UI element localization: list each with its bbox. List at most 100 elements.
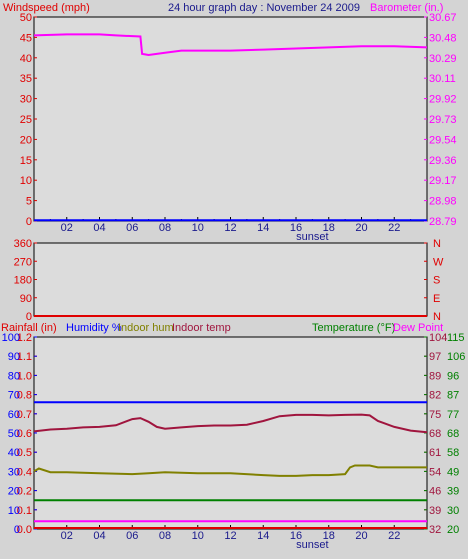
barometer-tick: 28.79 bbox=[429, 216, 457, 228]
temperature-tick: 97 bbox=[429, 351, 441, 363]
windspeed-tick: 0 bbox=[26, 216, 32, 228]
temperature-tick: 104 bbox=[429, 332, 447, 344]
humidity-tick: 40 bbox=[8, 447, 20, 459]
temperature-tick: 68 bbox=[429, 428, 441, 440]
x-tick-label: 18 bbox=[323, 530, 335, 542]
plot-area-2 bbox=[33, 242, 428, 317]
temperature-tick: 46 bbox=[429, 486, 441, 498]
x-tick-label: 14 bbox=[257, 530, 269, 542]
barometer-tick: 29.17 bbox=[429, 175, 457, 187]
barometer-tick: 30.48 bbox=[429, 32, 457, 44]
rainfall-tick: 0.8 bbox=[17, 390, 32, 402]
windspeed-tick: 50 bbox=[20, 12, 32, 24]
rainfall-tick: 1.0 bbox=[17, 370, 32, 382]
indoor-hum-legend: Indoor hum bbox=[118, 322, 174, 334]
plot-area-1 bbox=[33, 16, 428, 222]
x-tick-label: 06 bbox=[126, 530, 138, 542]
sunset-label: sunset bbox=[296, 539, 328, 551]
humidity-tick: 100 bbox=[2, 332, 20, 344]
humidity-tick: 90 bbox=[8, 351, 20, 363]
x-tick-label: 10 bbox=[192, 530, 204, 542]
x-tick-label: 10 bbox=[192, 222, 204, 234]
dew-point-axis-title: Dew Point bbox=[393, 322, 443, 334]
rainfall-tick: 0.6 bbox=[17, 428, 32, 440]
barometer-line bbox=[33, 33, 428, 57]
direction-compass-tick: S bbox=[433, 275, 440, 287]
direction-degrees-tick: 180 bbox=[14, 275, 32, 287]
sunset-label: sunset bbox=[296, 231, 328, 243]
barometer-tick: 30.11 bbox=[429, 73, 456, 85]
barometer-tick: 29.54 bbox=[429, 134, 457, 146]
humidity-tick: 0 bbox=[14, 524, 20, 536]
humidity-tick: 70 bbox=[8, 390, 20, 402]
windspeed-tick: 25 bbox=[20, 114, 32, 126]
temperature-tick: 61 bbox=[429, 447, 441, 459]
barometer-tick: 29.92 bbox=[429, 94, 457, 106]
dew-point-tick: 39 bbox=[447, 486, 459, 498]
temperature-tick: 75 bbox=[429, 409, 441, 421]
windspeed-tick: 40 bbox=[20, 53, 32, 65]
direction-degrees-tick: 90 bbox=[20, 293, 32, 305]
dew-point-tick: 68 bbox=[447, 428, 459, 440]
windspeed-tick: 5 bbox=[26, 196, 32, 208]
windspeed-tick: 35 bbox=[20, 73, 32, 85]
rainfall-tick: 0.4 bbox=[17, 466, 32, 478]
rainfall-tick: 0.7 bbox=[17, 409, 32, 421]
temperature-tick: 39 bbox=[429, 505, 441, 517]
x-tick-label: 02 bbox=[61, 222, 73, 234]
x-tick-label: 22 bbox=[388, 222, 400, 234]
x-tick-label: 16 bbox=[290, 530, 302, 542]
dew-point-tick: 87 bbox=[447, 390, 459, 402]
rainfall-tick: 0.2 bbox=[17, 486, 32, 498]
barometer-axis-title: Barometer (in.) bbox=[370, 2, 443, 14]
direction-compass-tick: N bbox=[433, 238, 441, 250]
temperature-tick: 32 bbox=[429, 524, 441, 536]
barometer-tick: 30.29 bbox=[429, 53, 457, 65]
indoor-temp-legend: Indoor temp bbox=[172, 322, 231, 334]
dew-point-tick: 49 bbox=[447, 466, 459, 478]
barometer-tick: 30.67 bbox=[429, 12, 457, 24]
x-tick-label: 06 bbox=[126, 222, 138, 234]
plot-area-3 bbox=[33, 336, 428, 530]
barometer-tick: 29.73 bbox=[429, 114, 457, 126]
dew-point-tick: 96 bbox=[447, 370, 459, 382]
x-tick-label: 20 bbox=[355, 222, 367, 234]
dew-point-tick: 106 bbox=[447, 351, 465, 363]
windspeed-tick: 45 bbox=[20, 32, 32, 44]
humidity-tick: 30 bbox=[8, 466, 20, 478]
rainfall-tick: 0.5 bbox=[17, 447, 32, 459]
windspeed-tick: 20 bbox=[20, 134, 32, 146]
rainfall-tick: 0.0 bbox=[17, 524, 32, 536]
direction-compass-tick: E bbox=[433, 293, 440, 305]
dew-point-tick: 77 bbox=[447, 409, 459, 421]
direction-degrees-tick: 270 bbox=[14, 256, 32, 268]
dew-point-tick: 20 bbox=[447, 524, 459, 536]
humidity-tick: 80 bbox=[8, 370, 20, 382]
indoor-hum-line bbox=[33, 464, 427, 477]
x-tick-label: 02 bbox=[61, 530, 73, 542]
x-tick-label: 04 bbox=[93, 530, 105, 542]
rainfall-tick: 0.1 bbox=[17, 505, 32, 517]
windspeed-axis-title: Windspeed (mph) bbox=[3, 2, 90, 14]
windspeed-tick: 15 bbox=[20, 155, 32, 167]
direction-compass-tick: N bbox=[433, 311, 441, 323]
x-tick-label: 14 bbox=[257, 222, 269, 234]
rainfall-tick: 1.2 bbox=[17, 332, 32, 344]
x-tick-label: 16 bbox=[290, 222, 302, 234]
temperature-tick: 89 bbox=[429, 370, 441, 382]
x-tick-label: 08 bbox=[159, 222, 171, 234]
barometer-tick: 29.36 bbox=[429, 155, 457, 167]
x-tick-label: 08 bbox=[159, 530, 171, 542]
temperature-tick: 54 bbox=[429, 466, 441, 478]
indoor-temp-line bbox=[33, 413, 428, 434]
windspeed-tick: 30 bbox=[20, 94, 32, 106]
rainfall-axis-title: Rainfall (in) bbox=[1, 322, 57, 334]
humidity-tick: 50 bbox=[8, 428, 20, 440]
humidity-tick: 20 bbox=[8, 486, 20, 498]
humidity-tick: 10 bbox=[8, 505, 20, 517]
x-tick-label: 22 bbox=[388, 530, 400, 542]
direction-compass-tick: W bbox=[433, 256, 444, 268]
rainfall-tick: 1.1 bbox=[17, 351, 32, 363]
direction-degrees-tick: 360 bbox=[14, 238, 32, 250]
